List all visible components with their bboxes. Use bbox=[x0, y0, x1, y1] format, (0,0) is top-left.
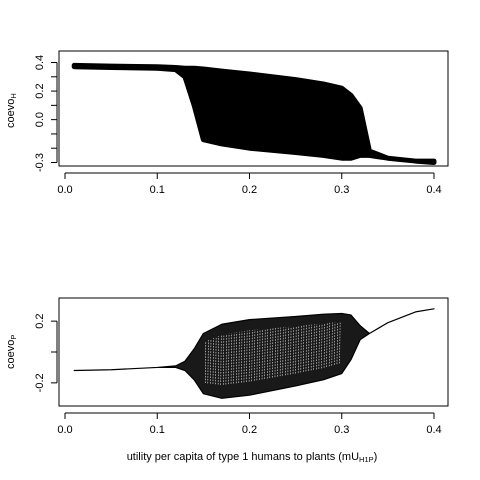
oscillation-stroke bbox=[256, 329, 258, 381]
x-axis-title-main: utility per capita of type 1 humans to p… bbox=[127, 451, 359, 463]
chart-top: 0.0 0.1 0.2 0.3 0.4 -0.3 0.0 0.2 0.4 coevoH bbox=[5, 50, 449, 196]
oscillation-stroke bbox=[228, 333, 230, 385]
y-axis-title-top-main: coevo bbox=[5, 99, 17, 128]
oscillation-stroke bbox=[207, 340, 209, 384]
oscillation-stroke bbox=[246, 330, 248, 382]
oscillation-stroke bbox=[212, 338, 214, 384]
y-tick-label-top: 0.4 bbox=[34, 55, 46, 70]
plot-area-bottom bbox=[73, 308, 435, 399]
oscillation-stroke bbox=[331, 322, 333, 366]
oscillation-stroke bbox=[241, 331, 243, 383]
oscillation-stroke bbox=[243, 331, 245, 383]
y-tick-label-bottom: 0.2 bbox=[34, 313, 46, 328]
oscillation-stroke bbox=[310, 324, 312, 371]
y-axis-title-top-sub: H bbox=[9, 93, 18, 98]
oscillation-stroke bbox=[279, 327, 282, 377]
series-envelope-top bbox=[71, 62, 437, 165]
y-axis-title-bottom-main: coevo bbox=[5, 340, 17, 369]
oscillation-texture-bottom bbox=[204, 322, 341, 385]
y-axis-title-bottom: coevoP bbox=[5, 335, 18, 369]
oscillation-stroke bbox=[318, 323, 320, 369]
x-tick-label-top: 0.1 bbox=[150, 184, 165, 196]
plot-area-top bbox=[71, 62, 437, 165]
oscillation-stroke bbox=[215, 337, 217, 385]
plot-frame-bottom bbox=[58, 297, 449, 407]
oscillation-stroke bbox=[235, 332, 238, 384]
oscillation-stroke bbox=[305, 325, 307, 372]
x-tick-label-top: 0.4 bbox=[426, 184, 441, 196]
y-tick-label-bottom: -0.2 bbox=[34, 373, 46, 392]
y-axis-top: -0.3 0.0 0.2 0.4 bbox=[34, 55, 58, 172]
oscillation-stroke bbox=[336, 322, 338, 365]
oscillation-stroke bbox=[285, 327, 287, 376]
x-axis-title-bottom: utility per capita of type 1 humans to p… bbox=[127, 451, 378, 464]
x-tick-label-bottom: 0.0 bbox=[57, 424, 72, 436]
y-tick-label-top: 0.0 bbox=[34, 112, 46, 127]
y-axis-title-bottom-sub: P bbox=[9, 335, 18, 340]
oscillation-stroke bbox=[251, 329, 253, 382]
x-tick-label-top: 0.0 bbox=[57, 184, 72, 196]
oscillation-stroke bbox=[223, 334, 225, 385]
oscillation-stroke bbox=[277, 327, 279, 377]
oscillation-stroke bbox=[297, 325, 300, 373]
oscillation-stroke bbox=[238, 331, 240, 383]
oscillation-stroke bbox=[334, 322, 336, 365]
x-tick-label-bottom: 0.1 bbox=[150, 424, 165, 436]
oscillation-stroke bbox=[321, 323, 323, 369]
oscillation-stroke bbox=[326, 323, 328, 368]
oscillation-stroke bbox=[313, 324, 315, 370]
oscillation-stroke bbox=[300, 325, 302, 373]
x-axis-top: 0.0 0.1 0.2 0.3 0.4 bbox=[57, 172, 442, 196]
oscillation-stroke bbox=[254, 329, 256, 381]
oscillation-stroke bbox=[248, 330, 251, 382]
x-axis-title-end: ) bbox=[374, 451, 378, 463]
oscillation-stroke bbox=[295, 326, 297, 374]
oscillation-stroke bbox=[339, 322, 341, 364]
oscillation-stroke bbox=[210, 339, 212, 384]
series-envelope-bottom bbox=[73, 308, 435, 399]
chart-bottom: 0.0 0.1 0.2 0.3 0.4 -0.2 0.2 coevoP utility p… bbox=[5, 297, 449, 464]
x-axis-title-sub: H1P bbox=[359, 455, 374, 464]
oscillation-stroke bbox=[230, 333, 232, 384]
oscillation-stroke bbox=[303, 325, 305, 372]
x-axis-bottom: 0.0 0.1 0.2 0.3 0.4 bbox=[57, 412, 442, 436]
x-tick-label-bottom: 0.3 bbox=[334, 424, 349, 436]
oscillation-stroke bbox=[204, 341, 207, 384]
x-tick-label-top: 0.3 bbox=[334, 184, 349, 196]
x-tick-label-bottom: 0.4 bbox=[426, 424, 441, 436]
oscillation-stroke bbox=[292, 326, 294, 374]
oscillation-stroke bbox=[323, 323, 325, 368]
y-tick-label-top: 0.2 bbox=[34, 83, 46, 98]
oscillation-stroke bbox=[217, 336, 220, 385]
oscillation-stroke bbox=[233, 332, 235, 384]
y-tick-label-top: -0.3 bbox=[34, 153, 46, 172]
oscillation-stroke bbox=[290, 326, 292, 375]
plot-frame-top bbox=[58, 50, 449, 167]
oscillation-stroke bbox=[225, 333, 227, 385]
x-tick-label-top: 0.2 bbox=[242, 184, 257, 196]
y-axis-title-top: coevoH bbox=[5, 93, 18, 128]
oscillation-stroke bbox=[259, 329, 261, 380]
oscillation-stroke bbox=[316, 324, 318, 370]
oscillation-stroke bbox=[308, 324, 310, 371]
oscillation-stroke bbox=[287, 326, 289, 375]
oscillation-stroke bbox=[282, 327, 284, 376]
y-axis-bottom: -0.2 0.2 bbox=[34, 313, 58, 392]
x-tick-label-bottom: 0.2 bbox=[242, 424, 257, 436]
